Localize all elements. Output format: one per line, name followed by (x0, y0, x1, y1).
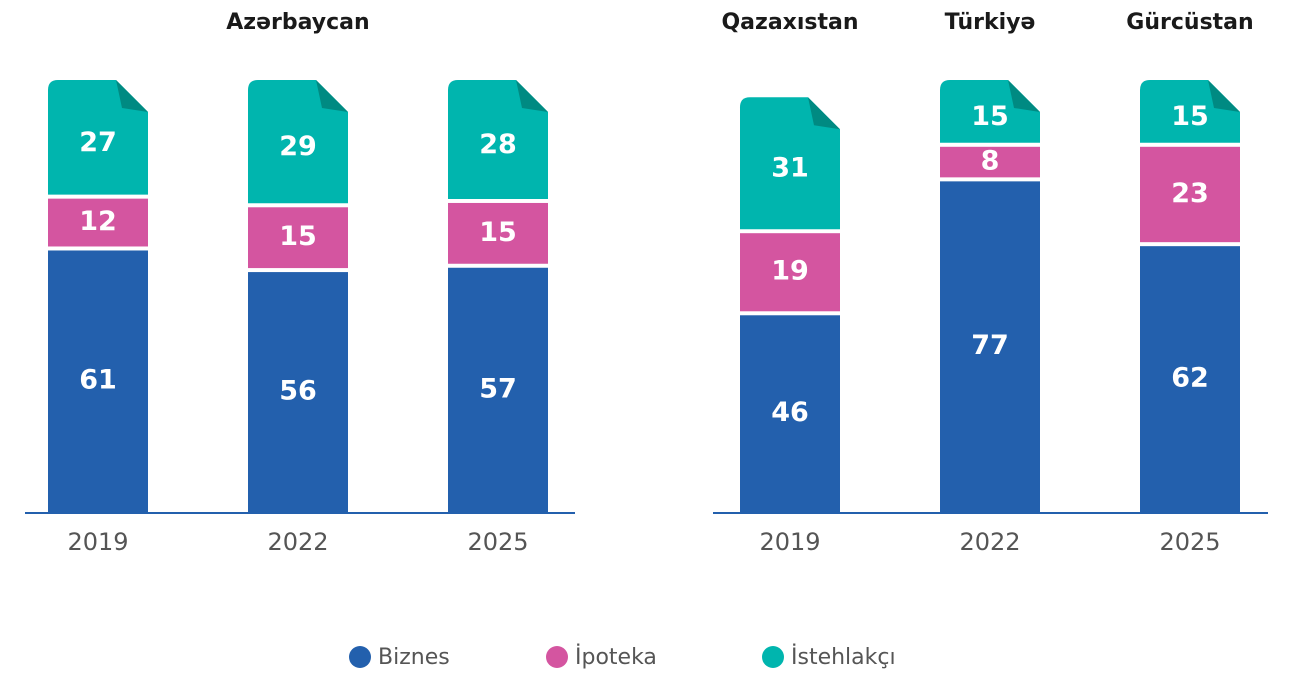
bar-segment (248, 207, 348, 269)
fold (1208, 80, 1240, 112)
x-tick-label: 2022 (959, 528, 1020, 556)
value-label: 46 (771, 397, 809, 428)
legend-label: İstehlakçı (791, 644, 896, 670)
bar-segment (940, 181, 1040, 513)
value-label: 29 (279, 131, 317, 162)
x-tick-label: 2022 (267, 528, 328, 556)
bar-segment (740, 233, 840, 312)
bar-segment (448, 267, 548, 512)
legend-swatch (762, 646, 784, 668)
x-tick-label: 2019 (759, 528, 820, 556)
value-label: 12 (79, 206, 117, 237)
fold (116, 80, 148, 112)
value-label: 77 (971, 330, 1009, 361)
legend-swatch (546, 646, 568, 668)
bar-segment (48, 80, 148, 195)
fold (1008, 80, 1040, 112)
value-label: 56 (279, 376, 317, 407)
bar-segment (740, 315, 840, 512)
bar-segment (740, 97, 840, 230)
value-label: 62 (1171, 363, 1209, 394)
value-label: 15 (971, 101, 1009, 132)
x-tick-label: 2025 (467, 528, 528, 556)
fold (516, 80, 548, 112)
fold (808, 97, 840, 130)
bar-segment (1140, 146, 1240, 243)
value-label: 57 (479, 373, 517, 404)
bar-segment (248, 80, 348, 204)
legend-label: Biznes (378, 645, 450, 670)
legend-swatch (349, 646, 371, 668)
bar-title: Gürcüstan (1126, 10, 1253, 35)
value-label: 28 (479, 129, 517, 160)
chart-title: Azərbaycan (226, 10, 369, 35)
legend-label: İpoteka (575, 644, 657, 670)
bar-segment (248, 272, 348, 512)
bar-title: Türkiyə (945, 10, 1036, 35)
bar-segment (940, 146, 1040, 178)
value-label: 19 (771, 256, 809, 287)
bar-segment (1140, 246, 1240, 512)
fold (316, 80, 348, 112)
x-tick-label: 2025 (1159, 528, 1220, 556)
bar-segment (48, 250, 148, 513)
value-label: 15 (479, 217, 517, 248)
value-label: 8 (981, 146, 1000, 177)
bar-segment (448, 80, 548, 199)
value-label: 27 (79, 127, 117, 158)
bar-segment (48, 198, 148, 247)
value-label: 31 (771, 153, 809, 184)
value-label: 15 (1171, 101, 1209, 132)
value-label: 23 (1171, 178, 1209, 209)
x-tick-label: 2019 (67, 528, 128, 556)
bar-segment (448, 202, 548, 264)
value-label: 15 (279, 221, 317, 252)
value-label: 61 (79, 365, 117, 396)
bar-title: Qazaxıstan (721, 10, 858, 35)
